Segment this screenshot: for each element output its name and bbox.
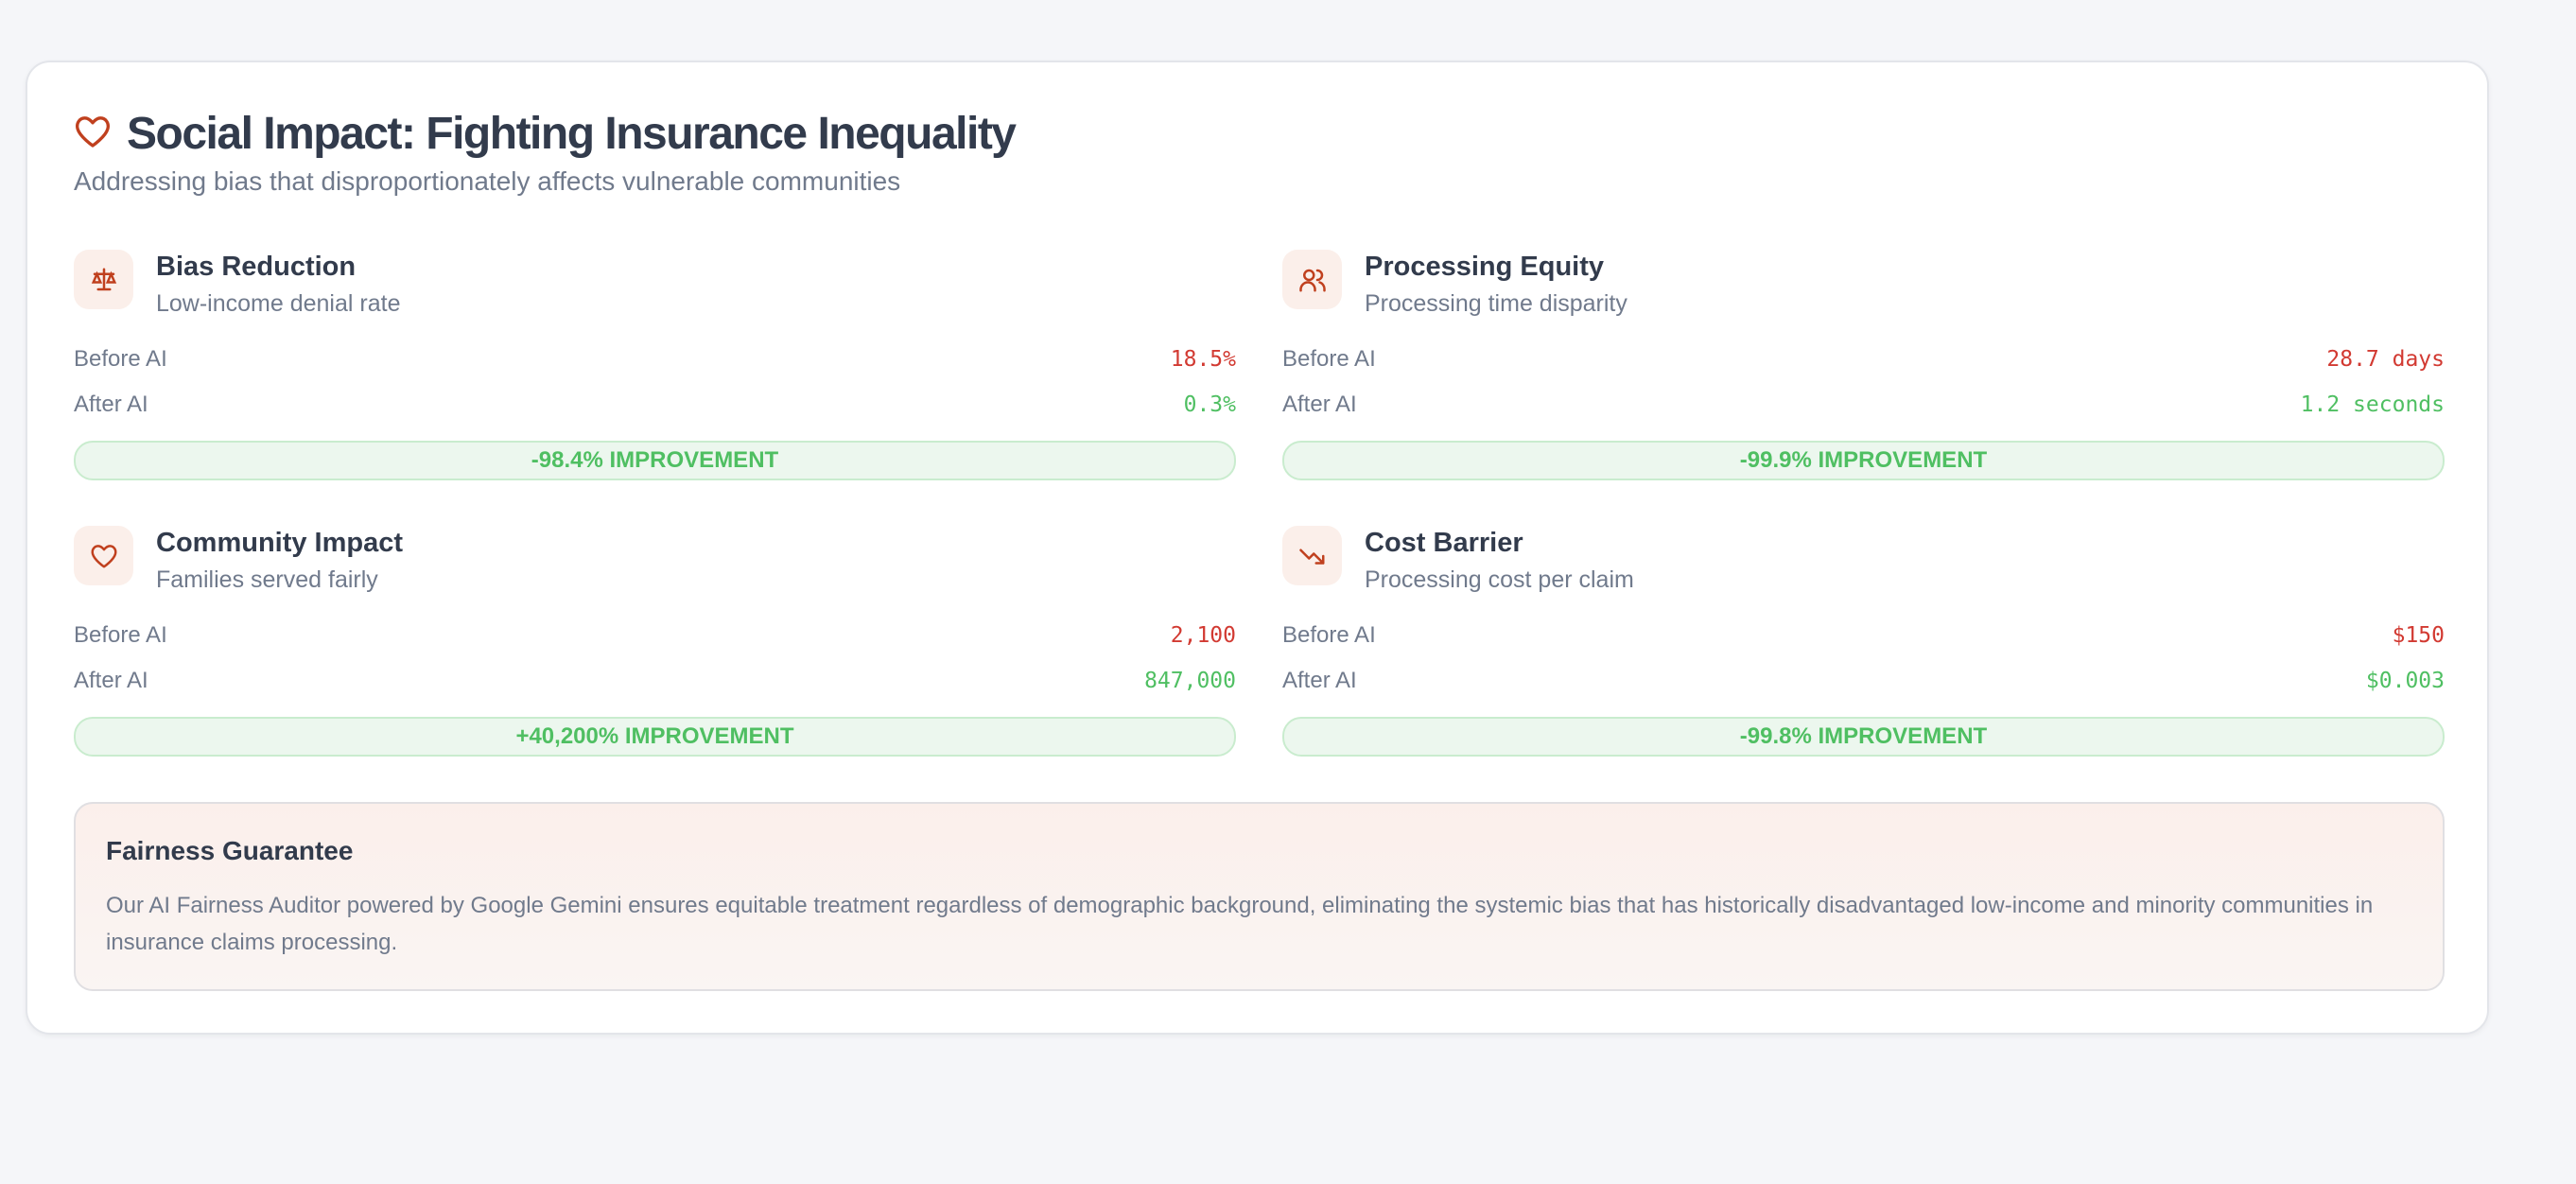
metric-subtitle: Processing time disparity [1365, 290, 1627, 317]
metric-subtitle: Low-income denial rate [156, 290, 401, 317]
before-value: $150 [2392, 623, 2445, 648]
page-subtitle: Addressing bias that disproportionately … [74, 166, 901, 196]
metric-title: Cost Barrier [1365, 528, 1523, 558]
metric-title: Bias Reduction [156, 252, 357, 282]
page-title: Social Impact: Fighting Insurance Inequa… [127, 109, 1017, 159]
before-label: Before AI [1282, 346, 1376, 372]
after-label: After AI [1282, 668, 1357, 693]
metric-community-impact: Community Impact Families served fairly B… [74, 526, 1236, 757]
users-icon [1282, 250, 1342, 309]
metric-subtitle: Processing cost per claim [1365, 566, 1634, 593]
improvement-badge: +40,200% IMPROVEMENT [74, 717, 1236, 757]
metric-processing-equity: Processing Equity Processing time dispari… [1282, 250, 2445, 480]
after-label: After AI [1282, 392, 1357, 417]
before-value: 28.7 days [2326, 347, 2445, 372]
after-label: After AI [74, 668, 148, 693]
improvement-badge: -98.4% IMPROVEMENT [74, 441, 1236, 480]
social-impact-card: Social Impact: Fighting Insurance Inequa… [26, 61, 2489, 1035]
before-label: Before AI [74, 346, 167, 372]
before-value: 2,100 [1170, 623, 1236, 648]
metric-subtitle: Families served fairly [156, 566, 378, 593]
scale-icon [74, 250, 133, 309]
header: Social Impact: Fighting Insurance Inequa… [74, 108, 1017, 160]
improvement-badge: -99.9% IMPROVEMENT [1282, 441, 2445, 480]
after-value: 0.3% [1183, 392, 1236, 417]
metric-bias-reduction: Bias Reduction Low-income denial rate Bef… [74, 250, 1236, 480]
before-label: Before AI [74, 622, 167, 648]
metric-title: Processing Equity [1365, 252, 1605, 282]
heart-icon [74, 526, 133, 585]
metric-title: Community Impact [156, 528, 404, 558]
after-value: 847,000 [1144, 669, 1236, 693]
before-value: 18.5% [1170, 347, 1236, 372]
before-label: Before AI [1282, 622, 1376, 648]
fairness-title: Fairness Guarantee [106, 836, 354, 865]
after-value: $0.003 [2365, 669, 2445, 693]
improvement-badge: -99.8% IMPROVEMENT [1282, 717, 2445, 757]
trending-down-icon [1282, 526, 1342, 585]
fairness-guarantee-box: Fairness Guarantee Our AI Fairness Audit… [74, 802, 2445, 991]
after-value: 1.2 seconds [2300, 392, 2445, 417]
after-label: After AI [74, 392, 148, 417]
fairness-text: Our AI Fairness Auditor powered by Googl… [106, 893, 2374, 955]
metric-cost-barrier: Cost Barrier Processing cost per claim Be… [1282, 526, 2445, 757]
heart-icon [74, 113, 112, 155]
